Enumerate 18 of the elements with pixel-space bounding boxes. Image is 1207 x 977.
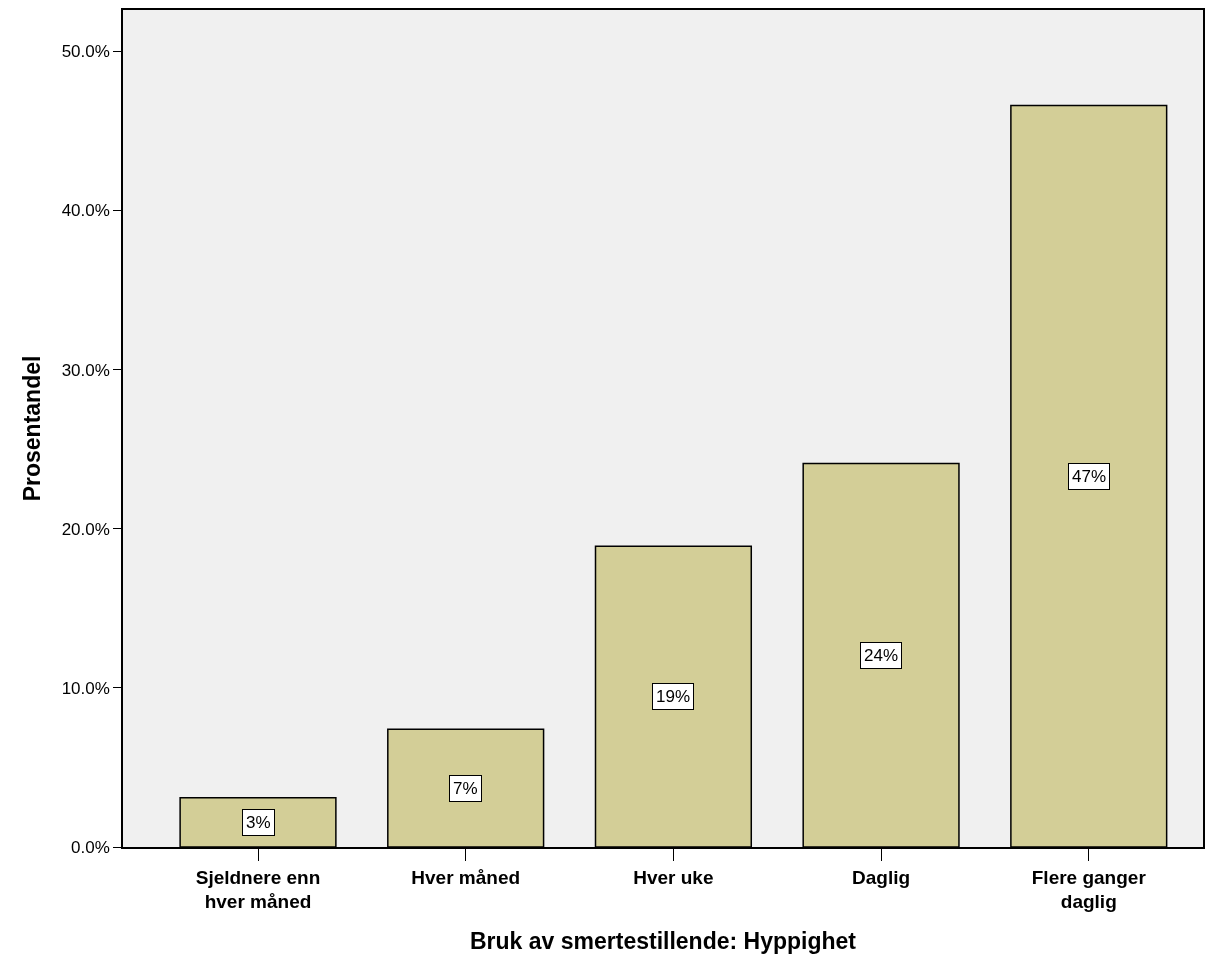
x-tick-label: Sjeldnere enn hver måned [195, 866, 321, 913]
y-axis-title: Prosentandel [18, 355, 45, 502]
data-label: 7% [453, 779, 478, 798]
x-tick-label: Hver måned [411, 866, 521, 888]
y-tick-label: 20.0% [61, 519, 110, 539]
y-tick-label: 10.0% [61, 678, 110, 698]
x-tick-label: Flere ganger daglig [1031, 866, 1147, 913]
y-tick-label: 30.0% [61, 360, 110, 380]
data-label: 3% [246, 813, 271, 832]
x-tick-label: Daglig [852, 866, 911, 888]
y-tick-label: 40.0% [61, 201, 110, 221]
x-axis-title: Bruk av smertestillende: Hyppighet [470, 928, 857, 955]
x-tick-label: Hver uke [633, 866, 714, 888]
data-label: 19% [656, 687, 691, 706]
y-tick-label: 50.0% [61, 42, 110, 62]
data-label: 24% [864, 646, 899, 665]
data-label: 47% [1072, 467, 1107, 486]
y-tick-label: 0.0% [71, 837, 110, 857]
